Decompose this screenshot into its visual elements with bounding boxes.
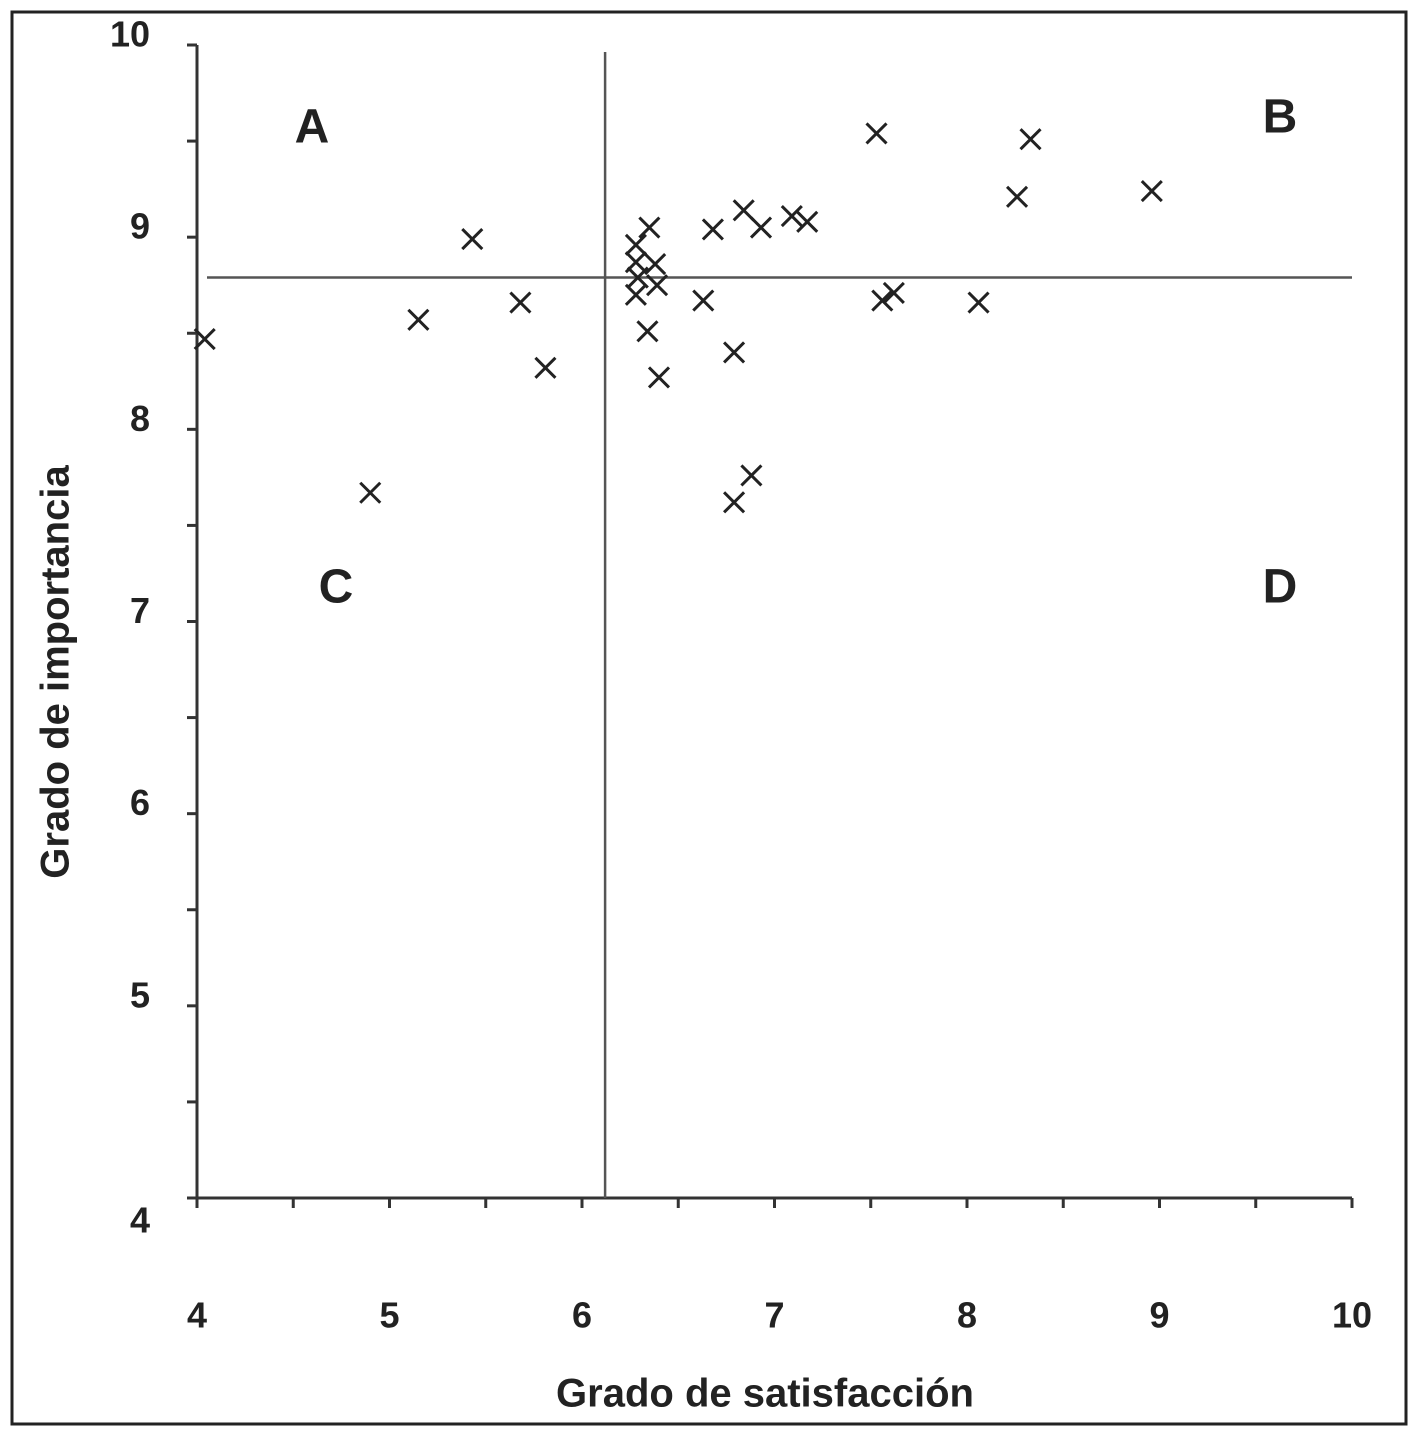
- marker: [644, 253, 667, 276]
- marker: [865, 122, 888, 145]
- marker: [1019, 128, 1042, 151]
- marker: [882, 281, 905, 304]
- marker: [624, 283, 647, 306]
- marker: [723, 341, 746, 364]
- marker: [740, 464, 763, 487]
- marker: [647, 366, 671, 389]
- x-tick-label: 6: [572, 1295, 592, 1336]
- marker: [871, 289, 894, 312]
- marker: [732, 199, 755, 222]
- marker: [193, 327, 216, 351]
- x-tick-label: 4: [187, 1295, 207, 1336]
- marker: [646, 274, 669, 297]
- marker: [1140, 179, 1163, 203]
- marker: [638, 216, 661, 239]
- quadrant-label: A: [295, 101, 330, 154]
- x-tick-label: 5: [379, 1295, 399, 1336]
- marker: [359, 481, 382, 504]
- marker: [692, 289, 715, 312]
- marker: [509, 291, 532, 314]
- marker: [749, 216, 773, 239]
- x-tick-label: 9: [1149, 1295, 1169, 1336]
- marker: [461, 228, 484, 251]
- y-tick-label: 6: [130, 782, 150, 823]
- y-tick-label: 4: [130, 1200, 150, 1241]
- marker: [407, 308, 430, 331]
- y-axis-label: Grado de importancia: [34, 465, 78, 879]
- marker: [780, 204, 803, 228]
- marker: [1005, 185, 1029, 208]
- x-tick-label: 10: [1332, 1295, 1372, 1336]
- marker: [534, 356, 557, 379]
- y-tick-label: 10: [110, 14, 150, 55]
- marker: [636, 320, 659, 343]
- y-tick-label: 5: [130, 974, 150, 1015]
- marker: [723, 491, 746, 514]
- y-tick-label: 8: [130, 398, 150, 439]
- marker: [624, 233, 647, 256]
- frame: [10, 10, 1408, 1426]
- y-tick-label: 9: [130, 206, 150, 247]
- y-tick-label: 7: [130, 590, 150, 631]
- x-axis-label: Grado de satisfacción: [556, 1372, 974, 1416]
- marker: [701, 218, 724, 241]
- marker: [796, 210, 819, 233]
- x-tick-label: 8: [957, 1295, 977, 1336]
- quadrant-label: B: [1263, 91, 1298, 144]
- quadrant-label: D: [1263, 561, 1298, 614]
- marker: [967, 291, 990, 314]
- x-tick-label: 7: [764, 1295, 784, 1336]
- quadrant-label: C: [319, 561, 354, 614]
